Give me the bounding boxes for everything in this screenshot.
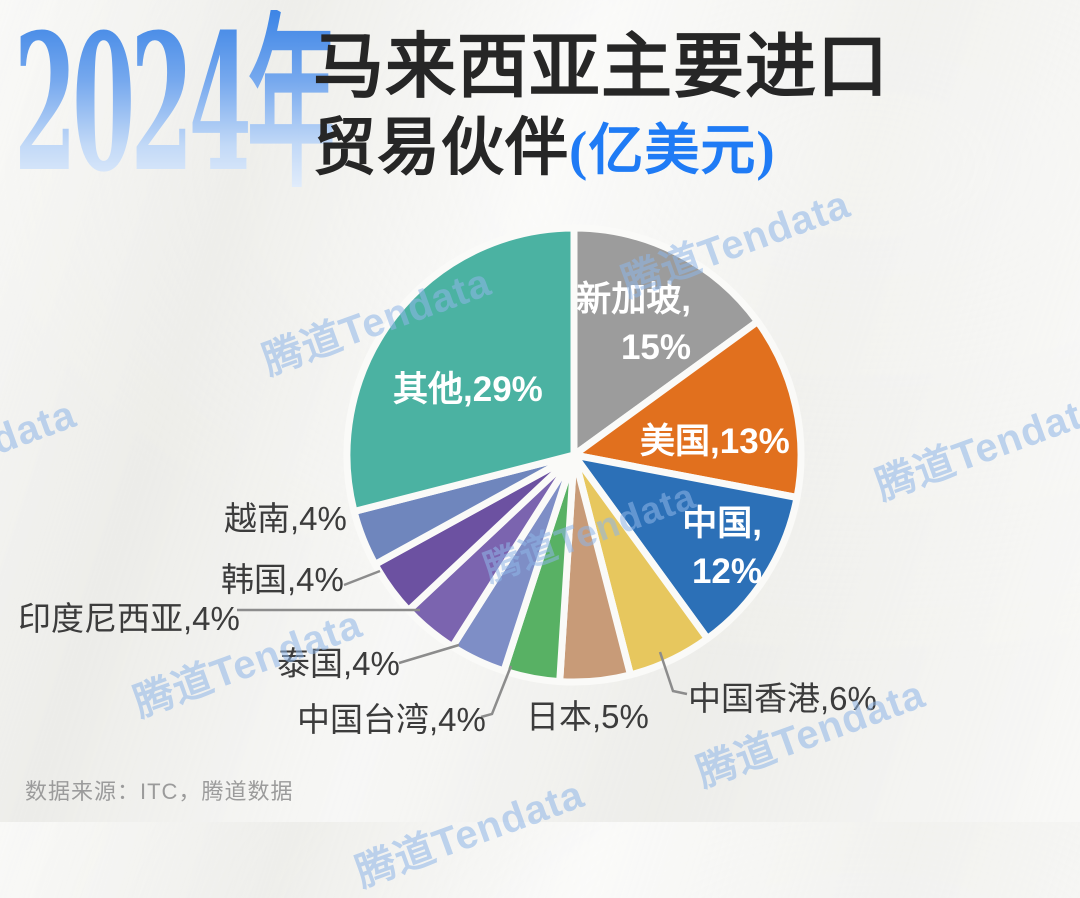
leader-thailand	[398, 643, 460, 665]
year-title: 2024年	[14, 0, 337, 214]
slice-label-singapore: 新加坡, 15%	[576, 280, 691, 367]
pie-slice-2	[570, 451, 801, 643]
title-unit-label: (亿美元)	[569, 119, 776, 181]
slice-label-hongkong: 中国香港,6%	[688, 680, 877, 717]
slice-label-usa: 美国,13%	[640, 422, 790, 461]
main-title-partners: 贸易伙伴	[313, 112, 569, 183]
slice-label-thailand: 泰国,4%	[277, 645, 400, 682]
pie-slices	[343, 224, 805, 686]
slice-label-china: 中国, 12%	[682, 504, 762, 591]
data-source: 数据来源：ITC，腾道数据	[25, 779, 294, 804]
pie-slice-1	[570, 318, 805, 501]
title-block: 马来西亚主要进口 贸易伙伴(亿美元)	[313, 30, 889, 181]
slice-label-others: 其他,29%	[393, 370, 543, 409]
slice-label-vietnam: 越南,4%	[224, 500, 347, 537]
slice-label-japan: 日本,5%	[526, 698, 649, 735]
leader-lines	[237, 569, 688, 719]
pie-chart	[237, 224, 805, 719]
main-title-line1: 马来西亚主要进口	[313, 29, 890, 107]
slice-label-korea: 韩国,4%	[221, 561, 344, 598]
slice-label-taiwan: 中国台湾,4%	[297, 701, 486, 738]
main-title-line2: 贸易伙伴(亿美元)	[313, 115, 889, 181]
pie-slice-10	[343, 224, 578, 515]
leader-korea	[343, 569, 381, 587]
slice-label-indonesia: 印度尼西亚,4%	[18, 600, 240, 637]
pie-slice-0	[570, 224, 762, 459]
leader-hongkong	[658, 651, 688, 696]
leader-taiwan	[480, 665, 513, 719]
